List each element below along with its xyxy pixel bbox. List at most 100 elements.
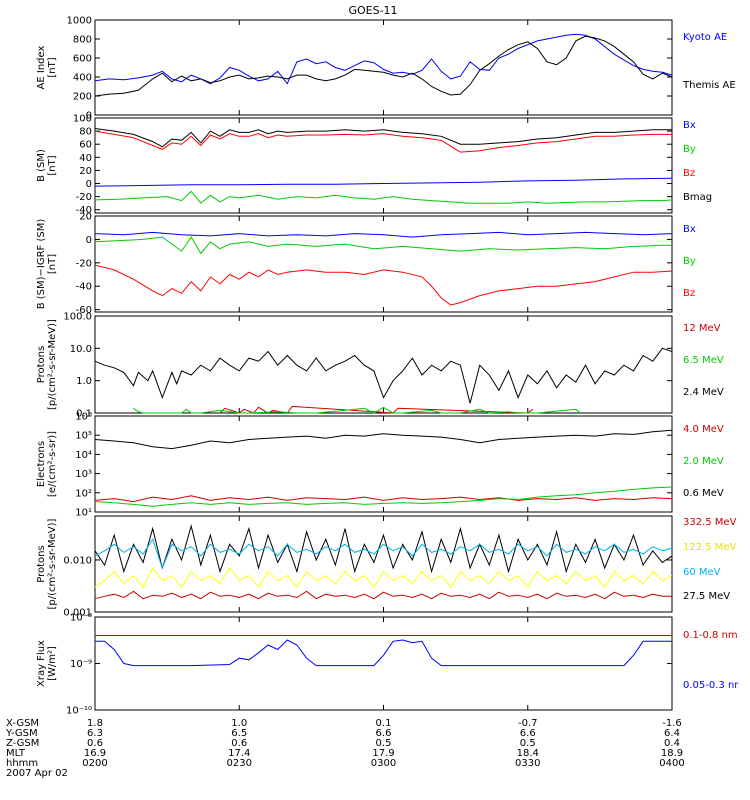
ephemeris-label: Z-GSM (6, 738, 39, 749)
y-tick-label: 600 (73, 54, 92, 65)
series-protons_high-3 (94, 590, 672, 600)
ephemeris-value: 6.6 (520, 728, 536, 739)
y-tick-label: 10⁶ (75, 412, 92, 423)
y-axis-label: [nT] (47, 254, 58, 274)
y-axis-label: Xray Flux (36, 640, 47, 687)
ephemeris-value: 16.9 (84, 748, 106, 759)
legend-label: 122.5 MeV (683, 542, 737, 553)
y-axis-label: B (SM)−IGRF (SM) (36, 219, 47, 310)
legend-label: 12 MeV (683, 323, 721, 334)
ephemeris-value: 0.4 (664, 738, 680, 749)
series-ae-0 (94, 33, 673, 85)
y-tick-label: 0 (86, 179, 92, 190)
panel-ae: 0 200 400 600 800 1000 AE Index [nT] (36, 16, 673, 122)
legend-label: 0.1-0.8 nm (683, 630, 738, 641)
y-axis-label: Protons (36, 545, 47, 582)
y-tick-label: -20 (76, 258, 92, 269)
y-tick-label: 0.1 (76, 409, 92, 420)
y-axis-label: [nT] (47, 57, 58, 77)
legend-label: Bz (683, 288, 695, 299)
y-tick-label: 10⁵ (75, 431, 92, 442)
y-tick-label: 10⁻⁹ (70, 659, 92, 670)
y-axis-label: [p/(cm²-s-sr-MeV)] (47, 319, 58, 410)
y-tick-label: 0.001 (63, 608, 92, 619)
panel-protons_high: 0.001 0.010 Protons [p/(cm²-s-sr-MeV)] (36, 515, 673, 619)
series-protons_low-2 (94, 347, 673, 404)
y-axis-label: [nT] (47, 155, 58, 175)
ephemeris-value: 18.4 (517, 748, 539, 759)
y-axis-label: Protons (36, 346, 47, 383)
y-tick-label: 100.0 (63, 312, 92, 323)
ephemeris-value: -1.6 (662, 718, 682, 729)
ephemeris-value: 0400 (659, 758, 684, 769)
y-tick-label: 60 (79, 140, 92, 151)
legend-label: 2.4 MeV (683, 387, 724, 398)
y-tick-label: 200 (73, 92, 92, 103)
series-xray-1 (95, 639, 672, 667)
y-tick-label: 0 (86, 235, 92, 246)
y-axis-label: [e/(cm²-s-sr)] (47, 431, 58, 497)
series-protons_high-1 (94, 567, 673, 589)
ephemeris-value: 0.1 (376, 718, 392, 729)
y-axis-label: [W/m²] (47, 646, 58, 681)
y-axis-label: AE Index (36, 45, 47, 89)
panel-electrons: 10¹ 10² 10³ 10⁴ 10⁵ 10⁶ Electrons [e/(cm²-s-sr)… (36, 412, 673, 519)
legend-label: Themis AE (682, 80, 736, 91)
y-tick-label: 10¹ (75, 508, 92, 519)
ephemeris-value: 6.4 (664, 728, 680, 739)
y-tick-label: 10² (75, 488, 92, 499)
y-tick-label: -40 (76, 205, 92, 216)
y-tick-label: 0 (86, 111, 92, 122)
y-tick-label: 1.0 (76, 376, 92, 387)
y-tick-label: 100 (73, 114, 92, 125)
y-tick-label: 400 (73, 73, 92, 84)
panel-frame (94, 215, 673, 313)
y-tick-label: 10⁻⁸ (70, 613, 92, 624)
legend-label: By (683, 144, 696, 155)
y-tick-label: -60 (76, 305, 92, 316)
ephemeris-value: 0.6 (87, 738, 103, 749)
y-tick-label: 1000 (67, 16, 92, 27)
legend-label: 60 MeV (683, 567, 721, 578)
legend-label: Bz (683, 168, 695, 179)
ephemeris-value: 1.8 (87, 718, 103, 729)
legend-label: 4.0 MeV (683, 424, 724, 435)
series-electrons-0 (94, 495, 673, 503)
ephemeris-table: X-GSM 1.8 1.0 0.1 -0.7 -1.6 Y-GSM 6.3 6.5 6.6 6.6 6… (5, 718, 685, 779)
series-protons_low-1 (133, 406, 581, 414)
y-tick-label: 80 (79, 127, 92, 138)
series-bgsm-3 (94, 128, 672, 148)
y-tick-label: 0.010 (63, 555, 92, 566)
y-tick-label: 10³ (75, 469, 92, 480)
ephemeris-value: 0300 (371, 758, 396, 769)
legend-label: By (683, 256, 696, 267)
ephemeris-value: -0.7 (518, 718, 538, 729)
ephemeris-label: Y-GSM (5, 728, 38, 739)
legend-label: Bx (683, 120, 696, 131)
series-bigrf-0 (94, 231, 673, 238)
series-protons_high-2 (94, 538, 673, 570)
panel-bgsm: -40 -20 0 20 40 60 80 100 B (SM) [nT] (36, 114, 673, 216)
legend-label: 27.5 MeV (683, 591, 730, 602)
legend-label: Bx (683, 224, 696, 235)
ephemeris-label: hhmm (6, 758, 38, 769)
ephemeris-value: 6.5 (231, 728, 247, 739)
series-bgsm-1 (94, 190, 673, 204)
panel-bigrf: -60 -40 -20 0 20 B (SM)−IGRF (SM) [nT] (36, 212, 673, 316)
legend-label: 0.6 MeV (683, 488, 724, 499)
series-bgsm-0 (94, 177, 673, 187)
legend-label: Kyoto AE (683, 32, 727, 43)
y-tick-label: 10⁴ (75, 450, 92, 461)
ephemeris-value: 6.6 (376, 728, 392, 739)
y-tick-label: -20 (76, 192, 92, 203)
ephemeris-date: 2007 Apr 02 (6, 768, 68, 779)
series-protons_high-0 (94, 524, 673, 574)
ephemeris-value: 1.0 (231, 718, 247, 729)
ephemeris-value: 0230 (227, 758, 252, 769)
panel-frame (94, 616, 673, 711)
ephemeris-value: 0200 (82, 758, 107, 769)
panel-frame (94, 19, 673, 116)
series-ae-1 (94, 35, 673, 97)
